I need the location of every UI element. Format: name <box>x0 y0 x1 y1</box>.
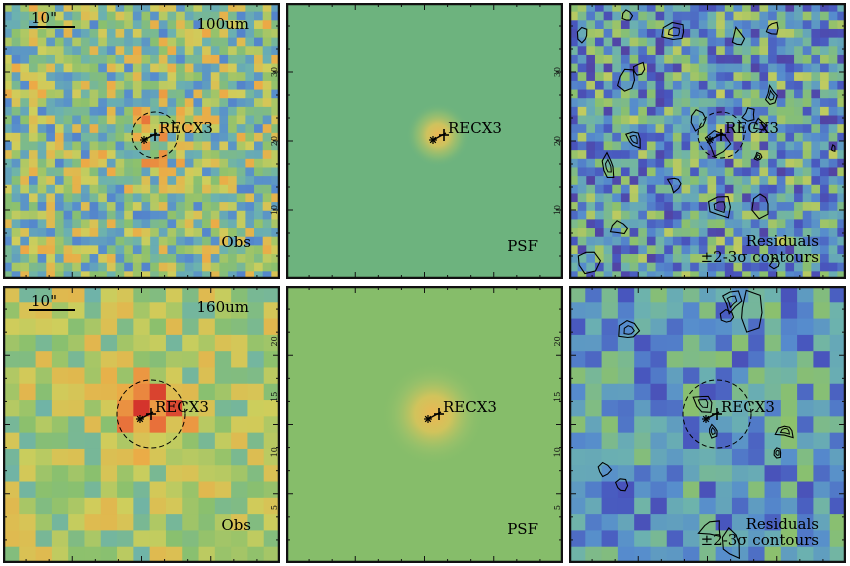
band-label: 160um <box>196 298 249 316</box>
axis-ticks <box>4 4 279 278</box>
residual-panel-100um: RECX3 Residuals±2-3σ contours <box>569 3 846 279</box>
axis-tick-label: 20 <box>270 336 279 346</box>
source-markers: RECX3 <box>116 379 209 449</box>
pixel-grid <box>569 3 846 279</box>
pixel-grid <box>3 286 280 563</box>
axis-tick-label: 10 <box>553 447 562 457</box>
source-label: RECX3 <box>721 398 775 416</box>
source-markers: RECX3 <box>429 119 502 144</box>
axis-tick-label: 15 <box>553 392 562 402</box>
axis-tick-label: 20 <box>553 136 562 146</box>
axis-ticks <box>4 287 279 562</box>
psf-peak <box>406 103 470 167</box>
panel-label: Obs <box>221 233 251 251</box>
residual-contours <box>576 9 836 275</box>
axis-tick-label: 5 <box>270 505 279 510</box>
axis-tick-label: 15 <box>270 392 279 402</box>
aperture-circle <box>682 379 752 449</box>
axis-tick-label: 10 <box>270 205 279 215</box>
axis-tick-label: 10 <box>270 447 279 457</box>
band-label: 100um <box>196 15 249 33</box>
aperture-circle <box>116 379 186 449</box>
axis-ticks <box>287 4 562 278</box>
psf-panel-100um: RECX3 30 20 10 PSF <box>286 3 563 279</box>
aperture-circle <box>697 111 745 159</box>
panel-label: Residuals <box>746 515 819 533</box>
axis-tick-label: 20 <box>553 336 562 346</box>
source-markers: RECX3 <box>131 111 213 159</box>
axis-ticks <box>570 4 845 278</box>
axis-tick-label: 30 <box>553 67 562 77</box>
scale-bar-label: 10" <box>31 9 57 27</box>
panel-label: Obs <box>221 516 251 534</box>
panel-label: Residuals <box>746 232 819 250</box>
panel-sublabel: ±2-3σ contours <box>701 531 819 549</box>
panel-label: PSF <box>507 520 538 538</box>
pixel-grid <box>3 3 280 279</box>
obs-panel-160um: RECX3 20 15 10 5 10" 160um Obs <box>3 286 280 563</box>
source-label: RECX3 <box>155 398 209 416</box>
axis-ticks <box>570 287 845 562</box>
residual-contours <box>597 289 794 560</box>
source-markers: RECX3 <box>682 379 775 449</box>
panel-sublabel: ±2-3σ contours <box>701 248 819 266</box>
residual-panel-160um: RECX3 Residuals±2-3σ contours <box>569 286 846 563</box>
aperture-circle <box>131 111 179 159</box>
panel-label: PSF <box>507 237 538 255</box>
psf-peak <box>381 362 485 466</box>
obs-panel-100um: RECX3 30 20 10 10" 100um Obs <box>3 3 280 279</box>
axis-tick-label: 20 <box>270 136 279 146</box>
source-label: RECX3 <box>159 119 213 137</box>
source-label: RECX3 <box>725 119 779 137</box>
axis-ticks <box>287 287 562 562</box>
axis-tick-label: 10 <box>553 205 562 215</box>
source-markers: RECX3 <box>697 111 779 159</box>
source-label: RECX3 <box>443 398 497 416</box>
pixel-grid <box>569 286 846 563</box>
axis-tick-label: 30 <box>270 67 279 77</box>
scale-bar-label: 10" <box>31 292 57 310</box>
psf-panel-160um: RECX3 20 15 10 5 PSF <box>286 286 563 563</box>
axis-tick-label: 5 <box>553 505 562 510</box>
source-label: RECX3 <box>448 119 502 137</box>
source-markers: RECX3 <box>424 398 497 423</box>
